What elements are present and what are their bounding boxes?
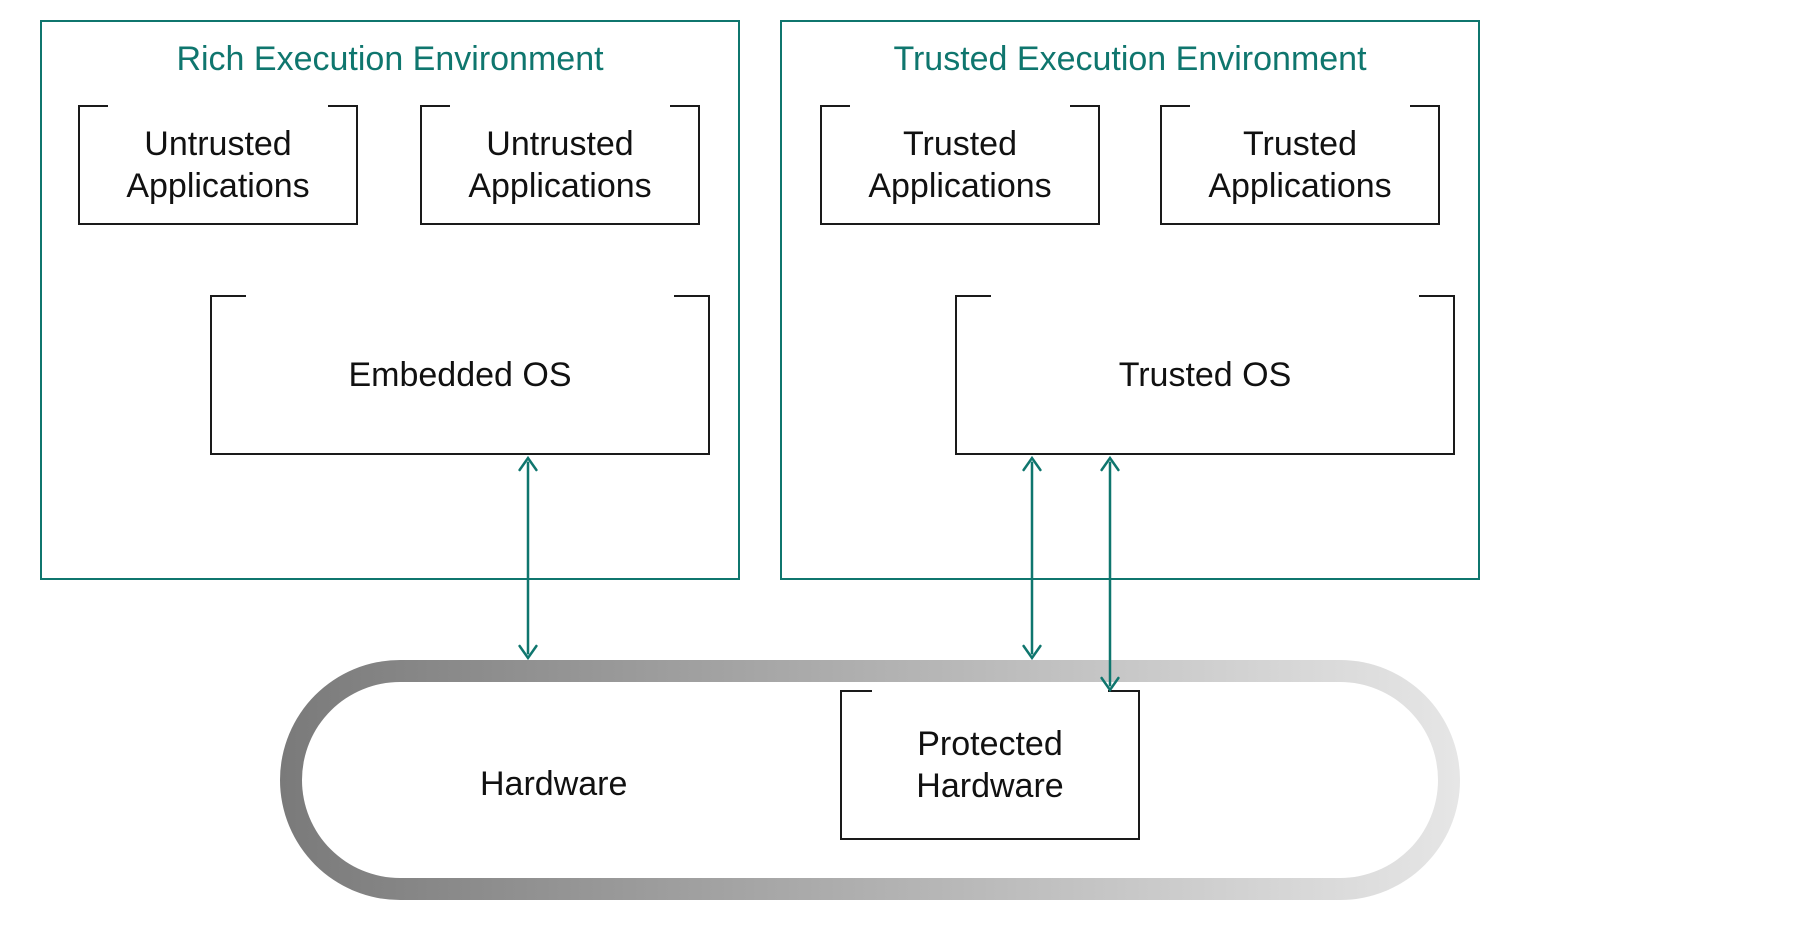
box-label: Embedded OS <box>348 354 571 397</box>
env-title-left: Rich Execution Environment <box>42 40 738 79</box>
embedded-os-box: Embedded OS <box>210 295 710 455</box>
untrusted-applications-box: UntrustedApplications <box>78 105 358 225</box>
env-title-right: Trusted Execution Environment <box>782 40 1478 79</box>
box-label: ProtectedHardware <box>916 723 1063 808</box>
hardware-label: Hardware <box>480 765 627 804</box>
protected-hardware-box: ProtectedHardware <box>840 690 1140 840</box>
box-label: TrustedApplications <box>868 123 1051 208</box>
untrusted-applications-box: UntrustedApplications <box>420 105 700 225</box>
trusted-applications-box: TrustedApplications <box>820 105 1100 225</box>
diagram-canvas: Rich Execution Environment UntrustedAppl… <box>0 0 1808 940</box>
box-label: UntrustedApplications <box>468 123 651 208</box>
box-label: TrustedApplications <box>1208 123 1391 208</box>
box-label: Trusted OS <box>1119 354 1292 397</box>
trusted-os-box: Trusted OS <box>955 295 1455 455</box>
box-label: UntrustedApplications <box>126 123 309 208</box>
trusted-applications-box: TrustedApplications <box>1160 105 1440 225</box>
